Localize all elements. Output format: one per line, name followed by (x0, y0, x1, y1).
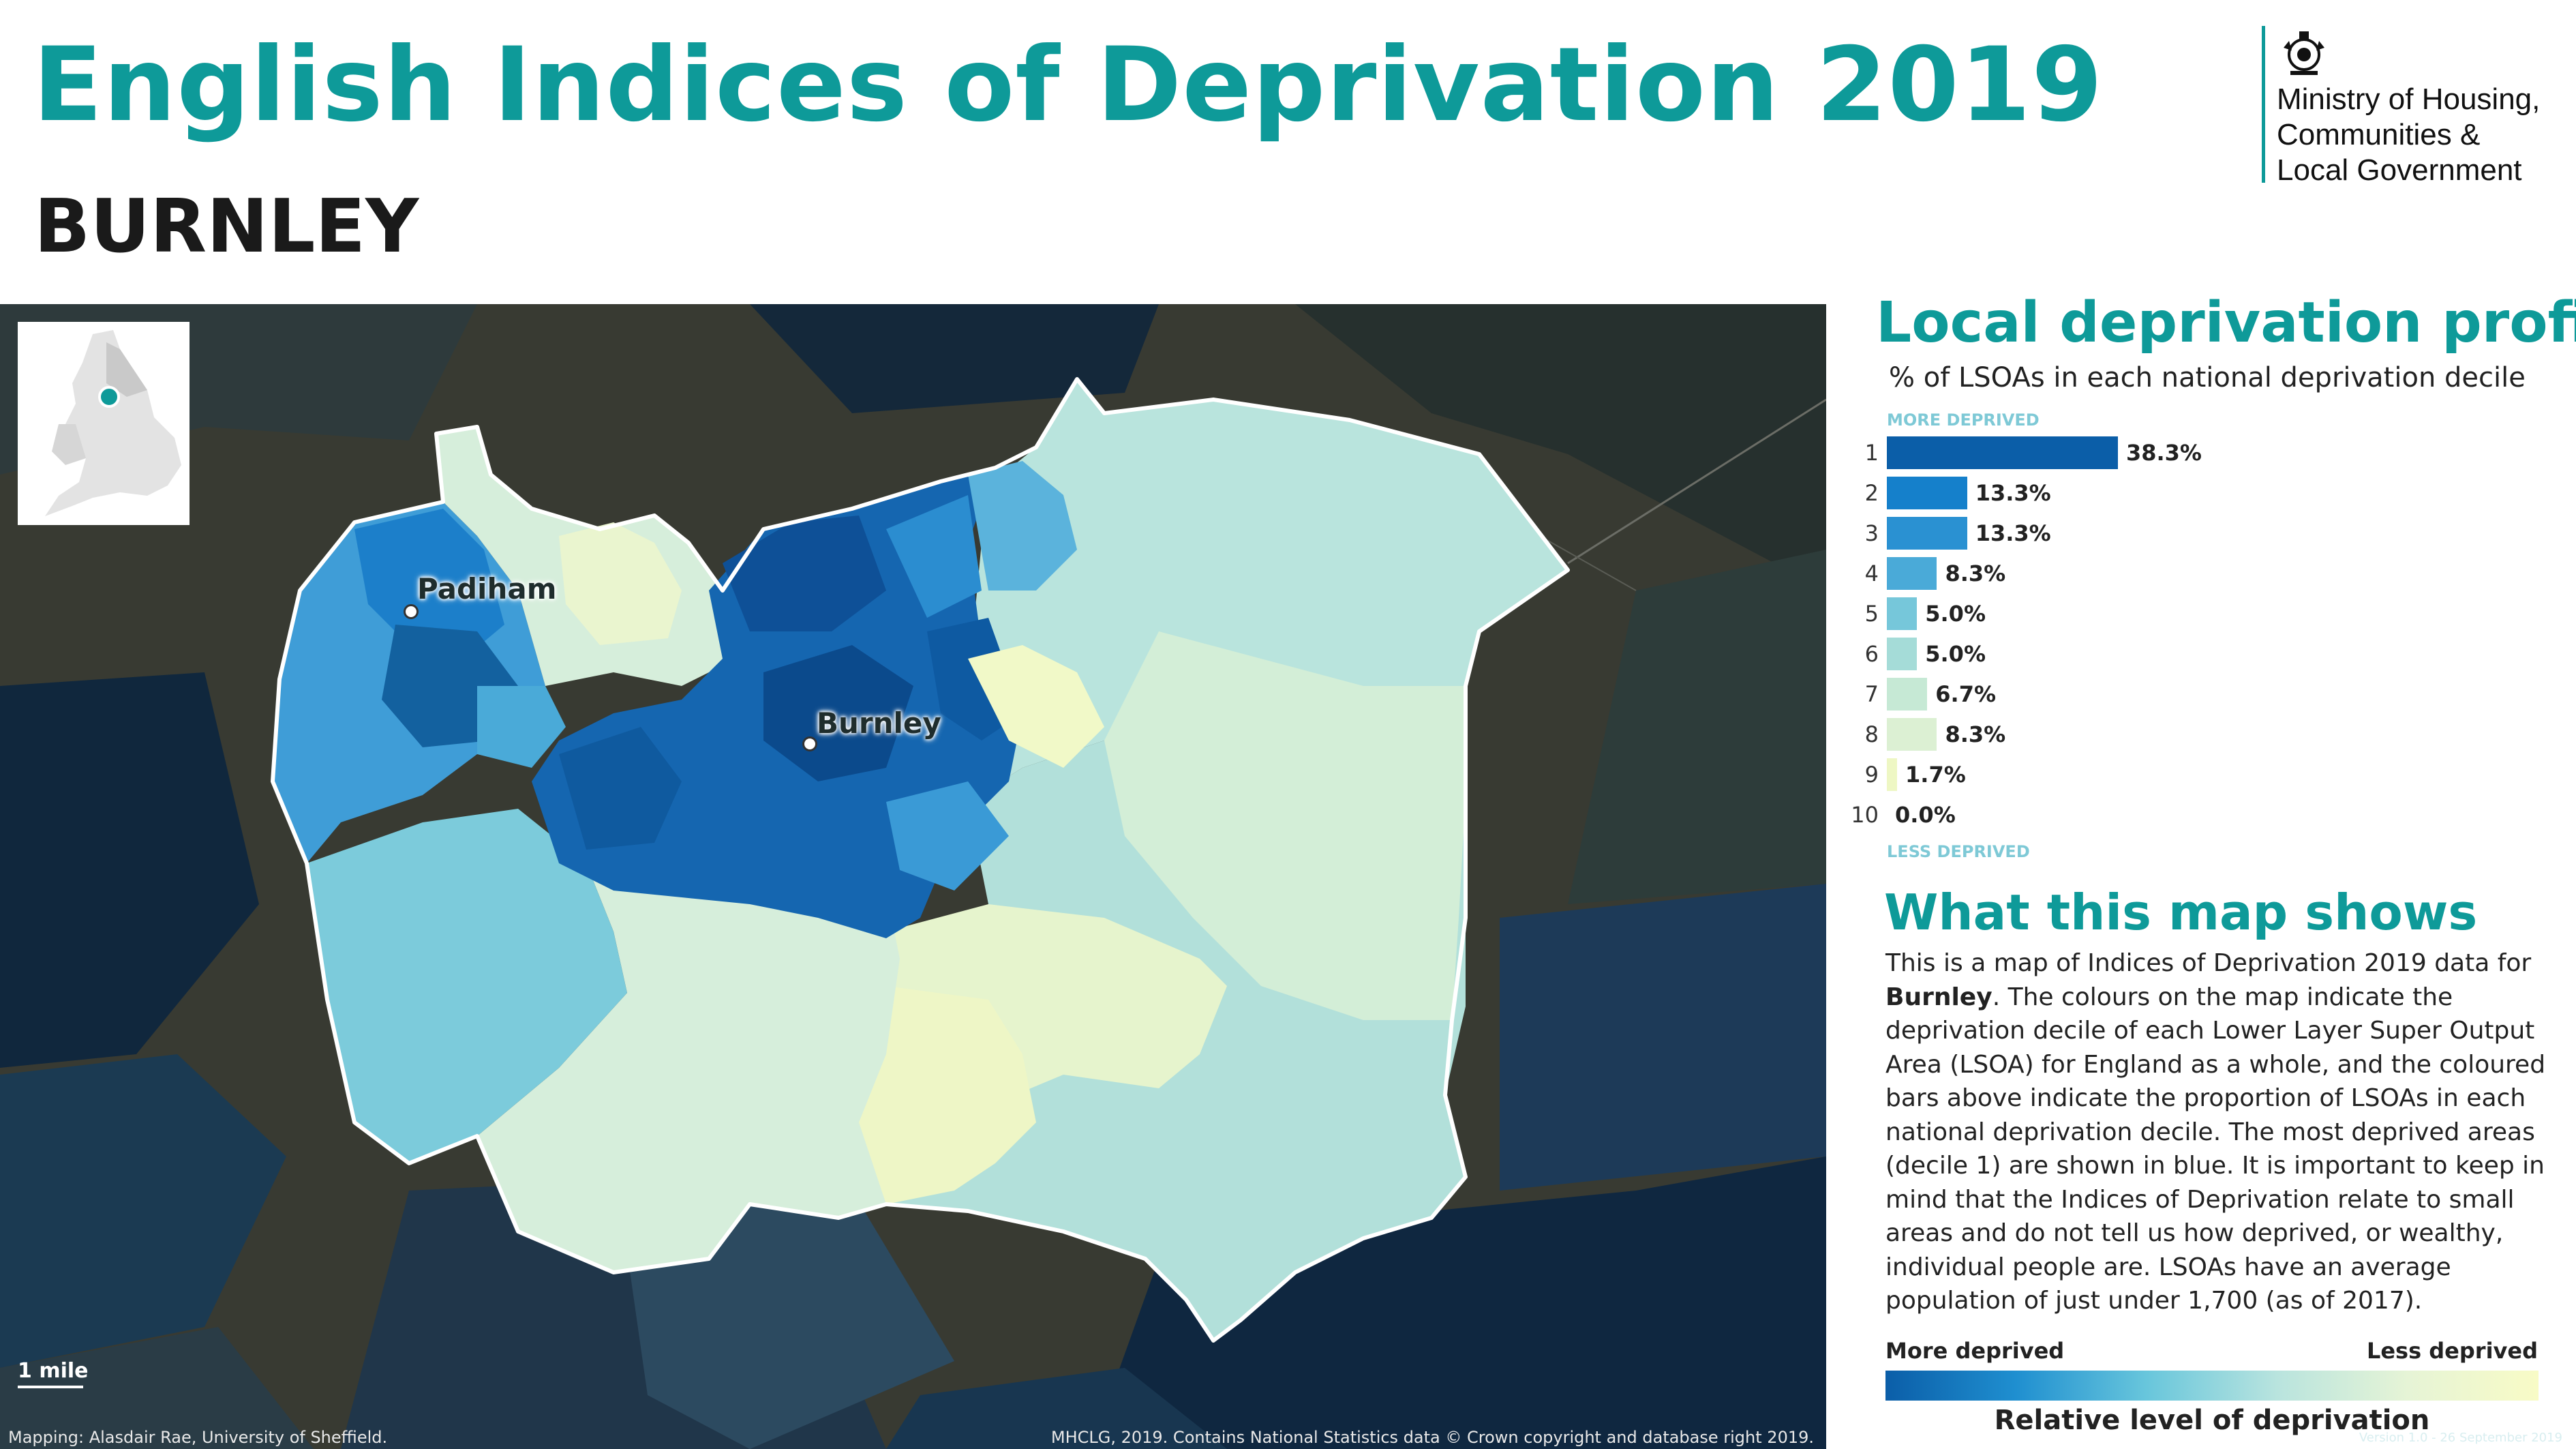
explainer-text: This is a map of Indices of Deprivation … (1885, 946, 2560, 1318)
logo-rule (2262, 26, 2265, 183)
explainer-heading: What this map shows (1884, 884, 2478, 941)
decile-value-label: 6.7% (1935, 681, 1997, 707)
decile-label: 4 (1864, 561, 1879, 586)
legend-more-label: More deprived (1885, 1338, 2065, 1364)
decile-label: 10 (1851, 802, 1879, 828)
version-note: Version 1.0 - 26 September 2019 (2359, 1431, 2562, 1445)
explainer-text-area: Burnley (1885, 983, 1992, 1011)
org-line: Ministry of Housing, (2277, 83, 2541, 116)
decile-bar (1887, 517, 1967, 550)
less-deprived-tag: LESS DEPRIVED (1887, 842, 2030, 861)
burnley-marker[interactable] (802, 736, 817, 751)
decile-bar (1887, 557, 1937, 590)
decile-value-label: 38.3% (2125, 440, 2202, 466)
profile-heading: Local deprivation profile (1876, 290, 2576, 355)
locator-inset (18, 322, 190, 525)
decile-bar (1887, 436, 2118, 469)
royal-crest-icon (2284, 31, 2324, 75)
decile-bar (1887, 718, 1937, 751)
scale-label: 1 mile (18, 1359, 89, 1383)
decile-bar (1887, 678, 1928, 711)
area-name: BURNLEY (34, 184, 419, 269)
legend-gradient (1885, 1371, 2539, 1401)
decile-bar (1887, 597, 1918, 630)
decile-bar (1887, 638, 1918, 670)
profile-subtitle: % of LSOAs in each national deprivation … (1889, 362, 2526, 393)
explainer-text-start: This is a map of Indices of Deprivation … (1885, 949, 2532, 977)
scale-bar: 1 mile (18, 1359, 89, 1388)
decile-value-label: 0.0% (1895, 802, 1956, 828)
page-title: English Indices of Deprivation 2019 (33, 26, 2104, 145)
legend-less-label: Less deprived (2366, 1338, 2538, 1364)
decile-value-label: 8.3% (1945, 561, 2006, 586)
decile-label: 5 (1864, 601, 1879, 627)
decile-bar (1887, 758, 1898, 791)
scale-line (18, 1386, 83, 1388)
town-label-burnley: Burnley (817, 706, 941, 740)
decile-value-label: 5.0% (1925, 641, 1986, 667)
explainer-text-rest: . The colours on the map indicate the de… (1885, 983, 2546, 1315)
decile-label: 6 (1864, 641, 1879, 667)
legend-title: Relative level of deprivation (1994, 1405, 2430, 1436)
decile-bar (1887, 477, 1967, 509)
decile-label: 3 (1864, 520, 1879, 546)
decile-value-label: 13.3% (1975, 480, 2051, 506)
padiham-marker[interactable] (404, 604, 419, 619)
decile-label: 9 (1864, 762, 1879, 788)
deprivation-map[interactable]: Padiham Burnley 1 mile Mapping: Alasdair… (0, 304, 1826, 1449)
more-deprived-tag: MORE DEPRIVED (1887, 410, 2040, 430)
decile-label: 2 (1864, 480, 1879, 506)
org-line: Local Government (2277, 153, 2522, 187)
decile-label: 1 (1864, 440, 1879, 466)
data-credit: MHCLG, 2019. Contains National Statistic… (1050, 1428, 1814, 1447)
decile-label: 8 (1864, 721, 1879, 747)
england-locator-icon (45, 330, 181, 516)
mhclg-logo: Ministry of Housing, Communities & Local… (2249, 26, 2570, 187)
org-name: Ministry of Housing, Communities & Local… (2277, 82, 2540, 188)
decile-label: 7 (1864, 681, 1879, 707)
decile-value-label: 13.3% (1975, 520, 2051, 546)
decile-value-label: 1.7% (1905, 762, 1966, 788)
town-label-padiham: Padiham (417, 572, 557, 606)
map-canvas (0, 304, 1826, 1449)
org-line: Communities & (2277, 118, 2481, 151)
decile-value-label: 8.3% (1945, 721, 2006, 747)
mapping-credit: Mapping: Alasdair Rae, University of She… (8, 1428, 388, 1447)
decile-value-label: 5.0% (1925, 601, 1986, 627)
